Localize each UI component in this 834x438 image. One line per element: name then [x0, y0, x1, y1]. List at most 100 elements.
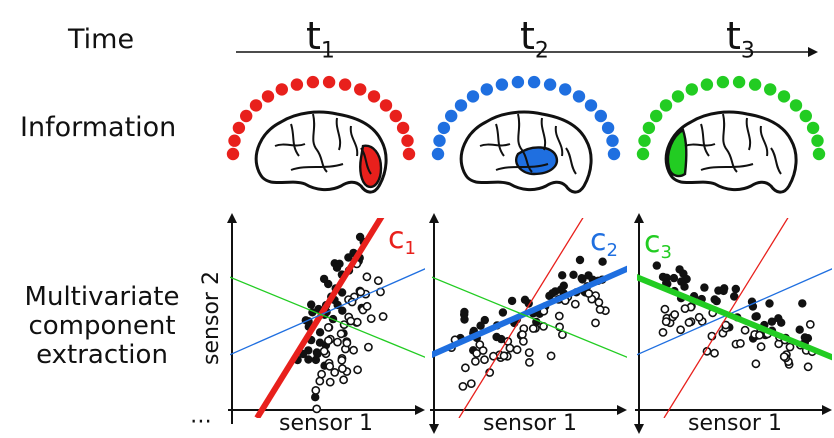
filled-point [569, 270, 578, 279]
x-axis-label-3: sensor 1 [688, 411, 782, 436]
brain-sulcus [360, 147, 372, 175]
open-point [330, 367, 340, 377]
open-point [325, 377, 335, 387]
open-point [505, 343, 515, 353]
brain-sulcus [684, 143, 716, 147]
sensor-dot [338, 78, 352, 91]
open-point [805, 319, 815, 329]
x-axis-label-1: sensor 1 [279, 411, 373, 436]
sensor-dot [290, 78, 304, 91]
open-point [470, 356, 480, 366]
open-point [366, 314, 376, 323]
open-point [661, 317, 671, 326]
open-point [337, 355, 347, 365]
brain-sulcus [290, 123, 300, 157]
open-point [356, 287, 366, 297]
sensor-dot [232, 121, 246, 135]
open-point [676, 325, 685, 335]
sensor-dot [511, 75, 525, 89]
open-point [670, 310, 680, 319]
brain-sulcus [565, 147, 577, 175]
sensor-dot [716, 75, 730, 89]
filled-point [520, 295, 530, 304]
open-point [315, 376, 325, 386]
sensor-dot [226, 147, 240, 161]
open-point [694, 312, 704, 322]
open-point [378, 312, 388, 321]
time-label: Time [68, 24, 135, 55]
filled-point [731, 284, 740, 294]
sensor-dot [764, 83, 777, 96]
open-point [680, 304, 690, 313]
brain-outline [254, 110, 388, 194]
sensor-dot [606, 134, 619, 147]
brain-sulcus [700, 123, 710, 157]
green-component-line [432, 276, 627, 358]
open-point [570, 299, 580, 309]
open-point [524, 348, 534, 357]
timepoint-3-label: t3 [726, 14, 755, 64]
filled-point [795, 325, 804, 334]
sensor-dot [811, 134, 824, 147]
sensor-dot [396, 121, 410, 135]
filled-point [712, 296, 721, 306]
open-point [554, 311, 564, 321]
sensor-dot [495, 78, 509, 91]
brain-sulcus [479, 143, 511, 147]
filled-point [677, 277, 686, 286]
open-point [349, 345, 358, 355]
sensor-dot [799, 109, 812, 123]
open-point [584, 289, 594, 298]
filled-point [730, 292, 739, 301]
filled-point [559, 281, 568, 290]
sensor-dot [584, 99, 598, 112]
scatter-panel-2 [429, 213, 627, 434]
filled-point [558, 271, 567, 280]
filled-point [548, 289, 557, 298]
brain-sulcus [495, 123, 505, 157]
open-point [323, 336, 333, 345]
brain-t3 [636, 75, 826, 194]
open-point [363, 342, 373, 352]
open-point [480, 355, 489, 365]
open-point [779, 352, 789, 361]
filled-point [344, 253, 353, 262]
extraction-label-line-3: extraction [36, 340, 168, 370]
filled-point [338, 306, 347, 315]
brain-sulcus [312, 113, 328, 173]
open-point [756, 342, 766, 352]
brain-sulcus [540, 117, 547, 151]
filled-point [337, 288, 347, 297]
brain-t1 [226, 75, 416, 194]
x-axis-label-2: sensor 1 [483, 411, 577, 436]
plot-area [637, 218, 832, 418]
brain-outline [459, 110, 593, 194]
sensor-dot [748, 78, 762, 91]
brain-t2 [431, 75, 621, 194]
open-point [755, 330, 764, 340]
open-point [658, 327, 668, 337]
sensor-dot [650, 109, 663, 123]
brain-sulcus [274, 143, 306, 147]
open-point [458, 381, 468, 391]
brain-sulcus [745, 117, 752, 151]
blue-component-line [432, 265, 627, 358]
brain-sulcus [700, 163, 754, 171]
open-point [339, 375, 348, 385]
filled-point [720, 284, 729, 293]
open-point [546, 351, 556, 361]
brain-sulcus [759, 125, 769, 157]
open-point [710, 348, 719, 358]
brain-sulcus [722, 113, 738, 173]
open-point [660, 304, 670, 314]
open-point [740, 325, 750, 335]
open-point [362, 272, 372, 282]
open-point [684, 318, 694, 327]
open-point [333, 337, 342, 347]
filled-point [584, 271, 593, 280]
open-point [317, 369, 326, 379]
sensor-dot [433, 134, 446, 147]
sensor-dot [806, 121, 820, 135]
sensor-dot [700, 78, 714, 91]
